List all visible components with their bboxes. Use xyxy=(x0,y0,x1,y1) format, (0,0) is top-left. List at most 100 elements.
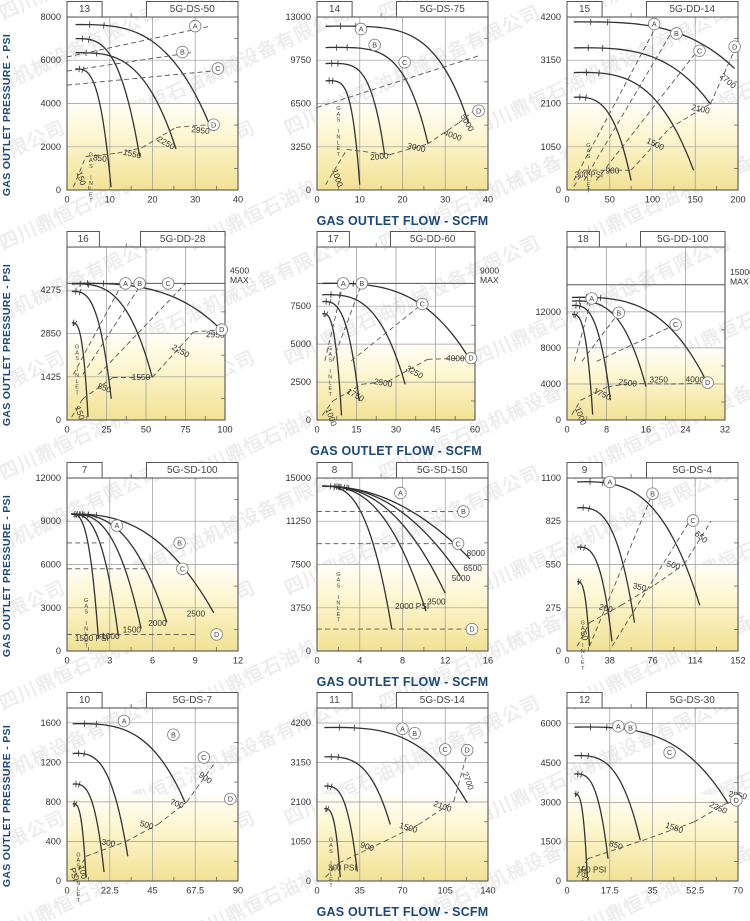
svg-text:A: A xyxy=(193,22,198,31)
svg-text:900: 900 xyxy=(606,166,620,176)
svg-text:0: 0 xyxy=(564,425,569,435)
svg-text:30: 30 xyxy=(190,195,200,205)
svg-text:2850: 2850 xyxy=(41,329,61,339)
svg-text:B: B xyxy=(359,279,364,288)
svg-text:6000: 6000 xyxy=(41,559,61,569)
svg-text:1550: 1550 xyxy=(132,372,151,382)
svg-text:5G-DD-100: 5G-DD-100 xyxy=(657,234,709,245)
svg-text:7500: 7500 xyxy=(291,559,311,569)
svg-text:1500: 1500 xyxy=(123,624,142,634)
svg-text:4000: 4000 xyxy=(446,353,465,364)
svg-text:A: A xyxy=(341,279,346,288)
svg-text:A: A xyxy=(589,294,594,303)
svg-text:0: 0 xyxy=(64,655,69,665)
svg-text:4200: 4200 xyxy=(291,718,311,728)
svg-text:0: 0 xyxy=(64,195,69,205)
svg-text:GAS OUTLET FLOW - SCFM: GAS OUTLET FLOW - SCFM xyxy=(317,905,489,919)
svg-text:D: D xyxy=(476,106,481,115)
svg-text:3500: 3500 xyxy=(427,596,446,606)
svg-text:9000: 9000 xyxy=(480,266,499,276)
svg-text:1600: 1600 xyxy=(41,718,61,728)
svg-text:24: 24 xyxy=(680,425,690,435)
svg-text:0: 0 xyxy=(56,185,61,195)
svg-text:6500: 6500 xyxy=(291,99,311,109)
svg-text:5G-SD-150: 5G-SD-150 xyxy=(417,465,468,476)
svg-text:T: T xyxy=(581,665,585,671)
svg-text:0: 0 xyxy=(56,646,61,656)
svg-text:6000: 6000 xyxy=(541,718,561,728)
svg-text:9: 9 xyxy=(582,465,588,476)
svg-text:17: 17 xyxy=(328,234,340,245)
svg-text:12000: 12000 xyxy=(535,307,561,317)
svg-text:A: A xyxy=(398,488,403,497)
svg-text:15000: 15000 xyxy=(285,473,311,483)
svg-text:MAX: MAX xyxy=(730,277,749,287)
svg-text:0: 0 xyxy=(306,876,311,886)
svg-text:T: T xyxy=(328,392,332,398)
svg-text:4275: 4275 xyxy=(41,285,61,295)
svg-text:D: D xyxy=(228,794,233,803)
svg-text:2700: 2700 xyxy=(460,770,476,791)
svg-text:B: B xyxy=(461,507,466,516)
svg-text:7: 7 xyxy=(82,465,88,476)
svg-text:76: 76 xyxy=(647,655,657,665)
svg-text:10: 10 xyxy=(105,195,115,205)
svg-text:GAS OUTLET FLOW - SCFM: GAS OUTLET FLOW - SCFM xyxy=(317,214,489,228)
svg-text:1000: 1000 xyxy=(101,631,120,641)
svg-text:0: 0 xyxy=(564,655,569,665)
svg-text:0: 0 xyxy=(306,185,311,195)
svg-text:70: 70 xyxy=(733,885,743,895)
svg-text:C: C xyxy=(402,58,407,67)
svg-text:800: 800 xyxy=(46,797,61,807)
svg-text:2500: 2500 xyxy=(187,608,206,618)
svg-text:900: 900 xyxy=(197,769,214,785)
svg-text:8: 8 xyxy=(604,425,609,435)
svg-text:4200: 4200 xyxy=(541,12,561,22)
svg-text:A: A xyxy=(123,279,128,288)
svg-text:16: 16 xyxy=(641,425,651,435)
svg-text:6: 6 xyxy=(150,655,155,665)
svg-text:4500: 4500 xyxy=(541,758,561,768)
svg-text:T: T xyxy=(587,188,591,194)
svg-text:50: 50 xyxy=(605,195,615,205)
svg-text:152: 152 xyxy=(730,655,745,665)
svg-text:5G-SD-100: 5G-SD-100 xyxy=(167,465,218,476)
svg-text:2000: 2000 xyxy=(148,617,167,627)
svg-text:2000: 2000 xyxy=(370,150,390,162)
svg-text:30: 30 xyxy=(440,195,450,205)
svg-text:C: C xyxy=(201,753,206,762)
svg-text:0: 0 xyxy=(556,415,561,425)
svg-text:0: 0 xyxy=(556,185,561,195)
svg-text:5G-DS-50: 5G-DS-50 xyxy=(170,4,215,15)
svg-text:11250: 11250 xyxy=(286,516,311,526)
svg-text:2100: 2100 xyxy=(541,99,561,109)
svg-text:D: D xyxy=(465,745,470,754)
svg-text:9000: 9000 xyxy=(41,516,61,526)
svg-text:3250: 3250 xyxy=(291,142,311,152)
svg-text:13000: 13000 xyxy=(285,12,311,22)
svg-text:B: B xyxy=(412,729,417,738)
svg-text:S: S xyxy=(337,583,341,589)
svg-text:8: 8 xyxy=(332,465,338,476)
svg-text:75: 75 xyxy=(180,425,190,435)
svg-text:S: S xyxy=(84,609,88,615)
svg-text:105: 105 xyxy=(438,885,453,895)
svg-text:18: 18 xyxy=(578,234,590,245)
svg-text:4000: 4000 xyxy=(41,99,61,109)
svg-text:5G-DS-75: 5G-DS-75 xyxy=(420,4,465,15)
svg-text:2100: 2100 xyxy=(291,797,311,807)
svg-text:150: 150 xyxy=(688,195,703,205)
svg-text:22.5: 22.5 xyxy=(101,885,119,895)
svg-text:850: 850 xyxy=(92,152,107,164)
svg-text:8: 8 xyxy=(400,655,405,665)
svg-text:40: 40 xyxy=(483,195,493,205)
svg-text:60: 60 xyxy=(470,425,480,435)
svg-text:0: 0 xyxy=(64,425,69,435)
svg-text:3250: 3250 xyxy=(650,375,669,385)
svg-text:0: 0 xyxy=(64,885,69,895)
svg-text:A: A xyxy=(616,722,621,731)
svg-text:4000: 4000 xyxy=(541,379,561,389)
svg-text:5G-DD-60: 5G-DD-60 xyxy=(410,234,456,245)
svg-text:14: 14 xyxy=(329,4,341,15)
svg-text:3750: 3750 xyxy=(291,602,311,612)
